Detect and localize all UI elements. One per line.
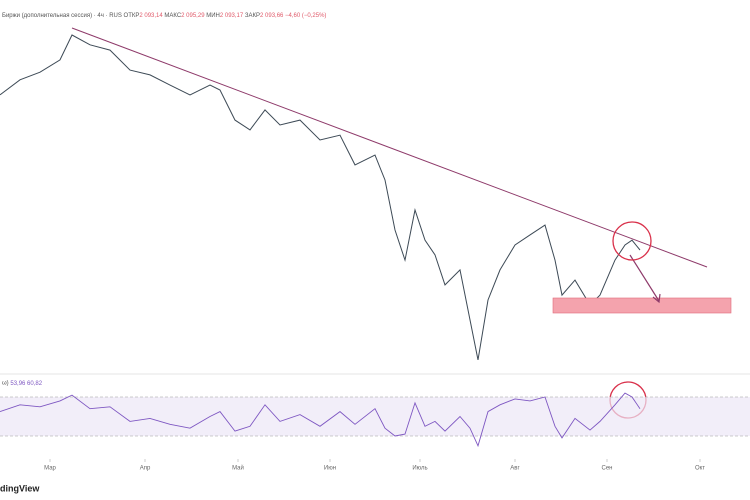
trend-line bbox=[71, 27, 708, 268]
price-line bbox=[0, 34, 641, 360]
change: −4,60 (−0,25%) bbox=[285, 13, 326, 19]
symbol: Биржи (дополнительная сессия) · 4ч · RUS… bbox=[2, 13, 326, 19]
target-zone bbox=[552, 297, 732, 314]
rsi-value: 60,82 bbox=[27, 381, 43, 387]
rsi-line bbox=[0, 392, 641, 448]
logo: dingView bbox=[0, 483, 40, 493]
x-tick-label: Июн bbox=[324, 466, 336, 472]
rsi-band-fill bbox=[0, 397, 750, 436]
x-tick-label: Окт bbox=[695, 466, 705, 472]
value: 2 093,14 bbox=[139, 13, 163, 19]
x-tick-label: Апр bbox=[140, 466, 151, 472]
value: 2 093,17 bbox=[220, 13, 244, 19]
value: 2 095,29 bbox=[181, 13, 205, 19]
value: 2 093,66 bbox=[260, 13, 284, 19]
arrow-head bbox=[652, 293, 661, 304]
x-tick-label: Мар bbox=[44, 466, 56, 472]
label: ОТКР bbox=[124, 13, 140, 19]
rsi-value: 53,96 bbox=[10, 381, 26, 387]
x-tick-label: Июль bbox=[412, 466, 427, 472]
label: МИН bbox=[206, 13, 220, 19]
arrow bbox=[629, 254, 660, 302]
x-tick-label: Май bbox=[232, 465, 244, 472]
rsi-header: ω) 53,96 60,82 bbox=[2, 381, 43, 387]
label: ЗАКР bbox=[245, 13, 260, 19]
highlight-circle bbox=[612, 221, 652, 261]
symbol-text: Биржи (дополнительная сессия) · 4ч · RUS bbox=[2, 13, 122, 19]
x-tick-label: Авг bbox=[510, 466, 520, 472]
x-tick-label: Сен bbox=[602, 466, 613, 472]
label: МАКС bbox=[164, 13, 181, 19]
